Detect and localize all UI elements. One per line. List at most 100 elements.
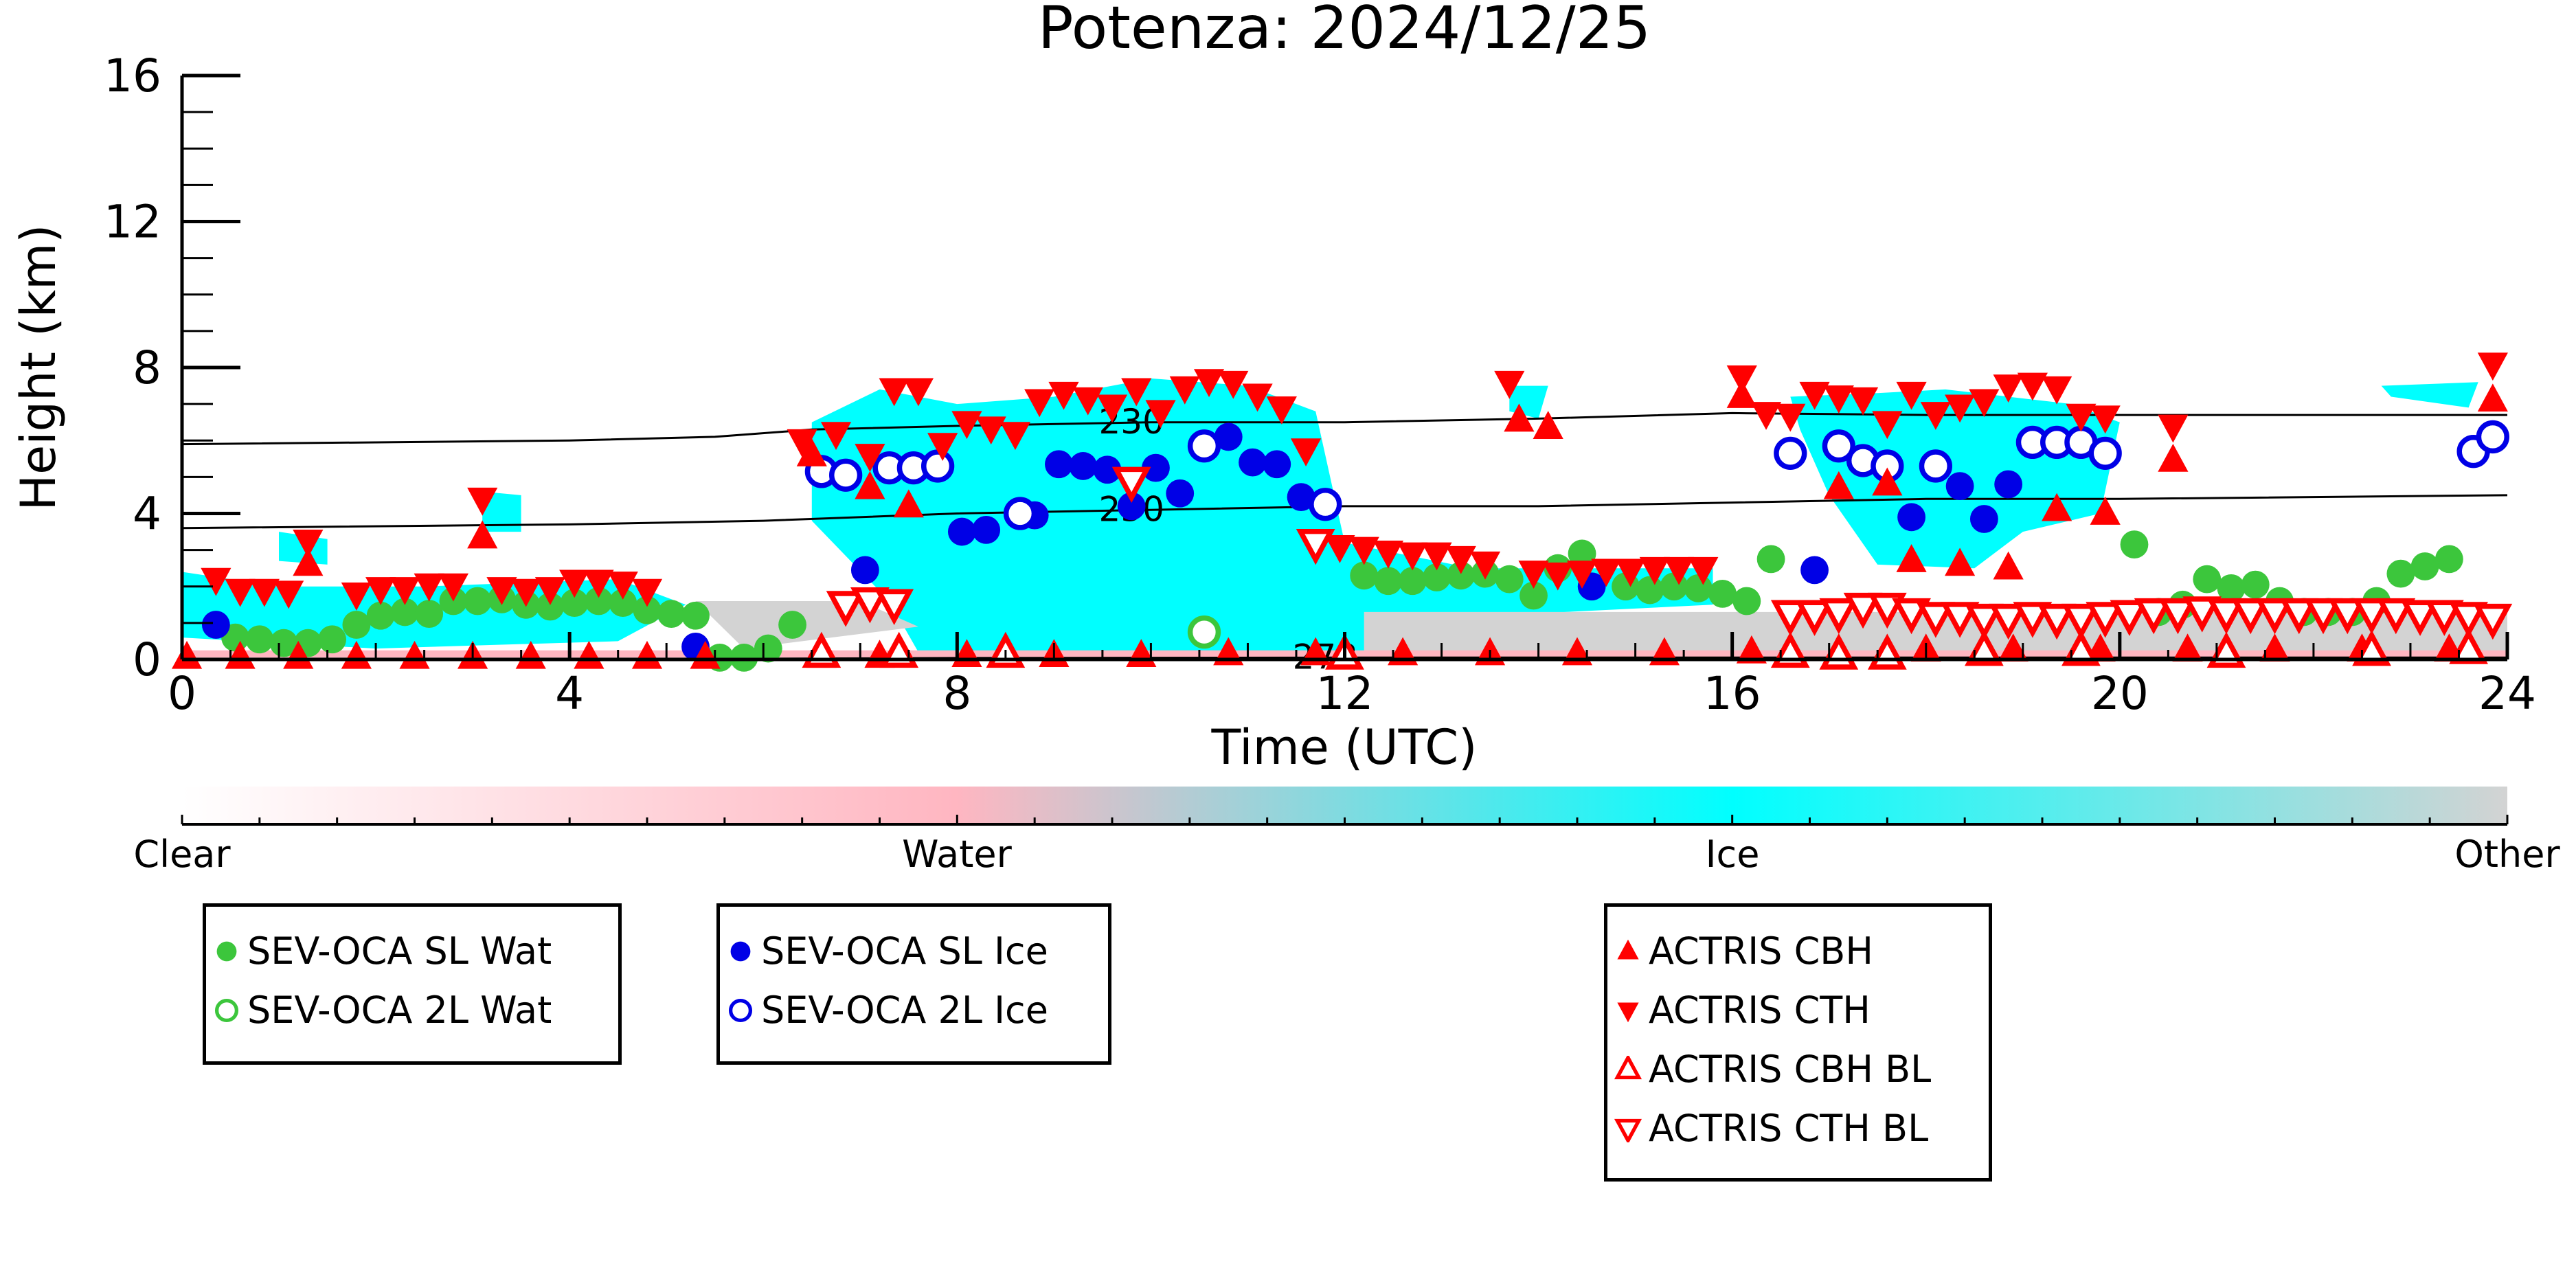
legend-label: ACTRIS CBH [1649,929,1873,973]
data-point [2352,598,2391,635]
series-actris-cth [201,352,2508,611]
y-tick-label: 0 [133,633,161,686]
data-point [2400,600,2440,636]
data-point [951,411,982,440]
data-point [874,589,914,625]
data-point [1218,370,1249,399]
data-point [947,517,976,546]
data-point [293,547,324,576]
data-point [414,573,444,602]
data-point [855,444,885,472]
data-point [1684,574,1713,602]
data-point [1591,558,1622,587]
data-point [1542,562,1573,591]
data-point [999,422,1031,451]
data-point [1726,380,1757,408]
data-point [1494,370,1525,399]
x-tick-label: 12 [1316,667,1374,720]
data-point [1324,534,1355,563]
data-point [1892,598,1931,635]
data-point [467,520,498,549]
data-point [249,578,280,607]
data-point [201,611,230,639]
data-point [2476,420,2509,454]
data-point [2066,403,2097,432]
data-point [2327,598,2367,635]
data-point [1775,403,1806,432]
data-point [754,634,782,663]
data-point [559,569,590,598]
legend-item: ACTRIS CBH BL [1607,1051,1931,1088]
colorbar-label-other: Other [2454,833,2560,876]
data-point [1072,387,1103,416]
data-point [879,378,909,407]
data-point [1800,556,1829,585]
y-tick-label: 16 [104,49,161,102]
data-point [920,449,955,483]
legend-label: SEV-OCA SL Wat [247,929,552,973]
cloud-mask-ice [482,491,521,532]
x-tick-label: 24 [2478,667,2536,720]
legend-sevoca-water: SEV-OCA SL Wat SEV-OCA 2L Wat [203,903,622,1065]
data-point [893,489,924,518]
data-point [1872,411,1903,440]
legend-marker-icon [1617,939,1639,960]
data-point [1708,579,1737,608]
contour-line-230 [181,411,2507,446]
data-point [467,487,498,516]
data-point [1187,429,1221,463]
data-point [1239,448,1267,477]
data-point [631,578,663,607]
data-point [1750,402,1782,430]
data-point [1964,630,2004,666]
data-point [787,429,817,457]
series-actris-cth-bl [826,466,2513,640]
data-point [2037,603,2077,640]
x-tick-label: 0 [168,667,196,720]
data-point [903,378,934,407]
data-point [2086,602,2125,638]
legend-marker-icon [730,941,751,962]
data-point [2061,603,2101,640]
data-point [2477,383,2508,412]
data-point [1663,556,1695,585]
data-point [1518,561,1549,589]
data-point [1639,556,1670,585]
legend-label: SEV-OCA 2L Wat [247,988,552,1032]
legend-item: SEV-OCA 2L Ice [720,992,1048,1029]
data-point [820,422,852,451]
data-point [1093,455,1122,484]
data-point [2303,598,2343,635]
data-point [583,569,614,598]
data-point [415,600,444,628]
data-point [2434,545,2463,574]
data-point [1193,369,1225,398]
data-point [631,640,663,669]
y-tick-label: 4 [133,488,161,541]
data-point [975,416,1006,445]
data-point [1169,376,1200,405]
chart-title: Potenza: 2024/12/25 [1038,0,1651,63]
legend-label: ACTRIS CTH [1649,988,1871,1032]
data-point [225,578,256,607]
data-point [2424,600,2464,636]
data-point [1994,470,2023,499]
cloud-mask-ice [2381,382,2478,408]
data-point [1350,561,1379,590]
x-tick-label: 16 [1704,667,1761,720]
data-point [574,640,605,669]
legend-item: ACTRIS CBH [1607,933,1873,970]
cloud-mask-ice [811,378,1519,653]
legend-item: SEV-OCA SL Wat [206,933,552,970]
legend-sevoca-ice: SEV-OCA SL Ice SEV-OCA 2L Ice [716,903,1111,1065]
data-point [399,640,430,669]
colorbar-label-ice: Ice [1706,833,1760,876]
data-point [341,583,372,611]
data-point [1003,497,1037,530]
data-point [1819,598,1859,635]
data-point [1897,503,1925,532]
data-point [1799,381,1830,410]
data-point [1121,378,1152,407]
data-point [1117,492,1146,521]
